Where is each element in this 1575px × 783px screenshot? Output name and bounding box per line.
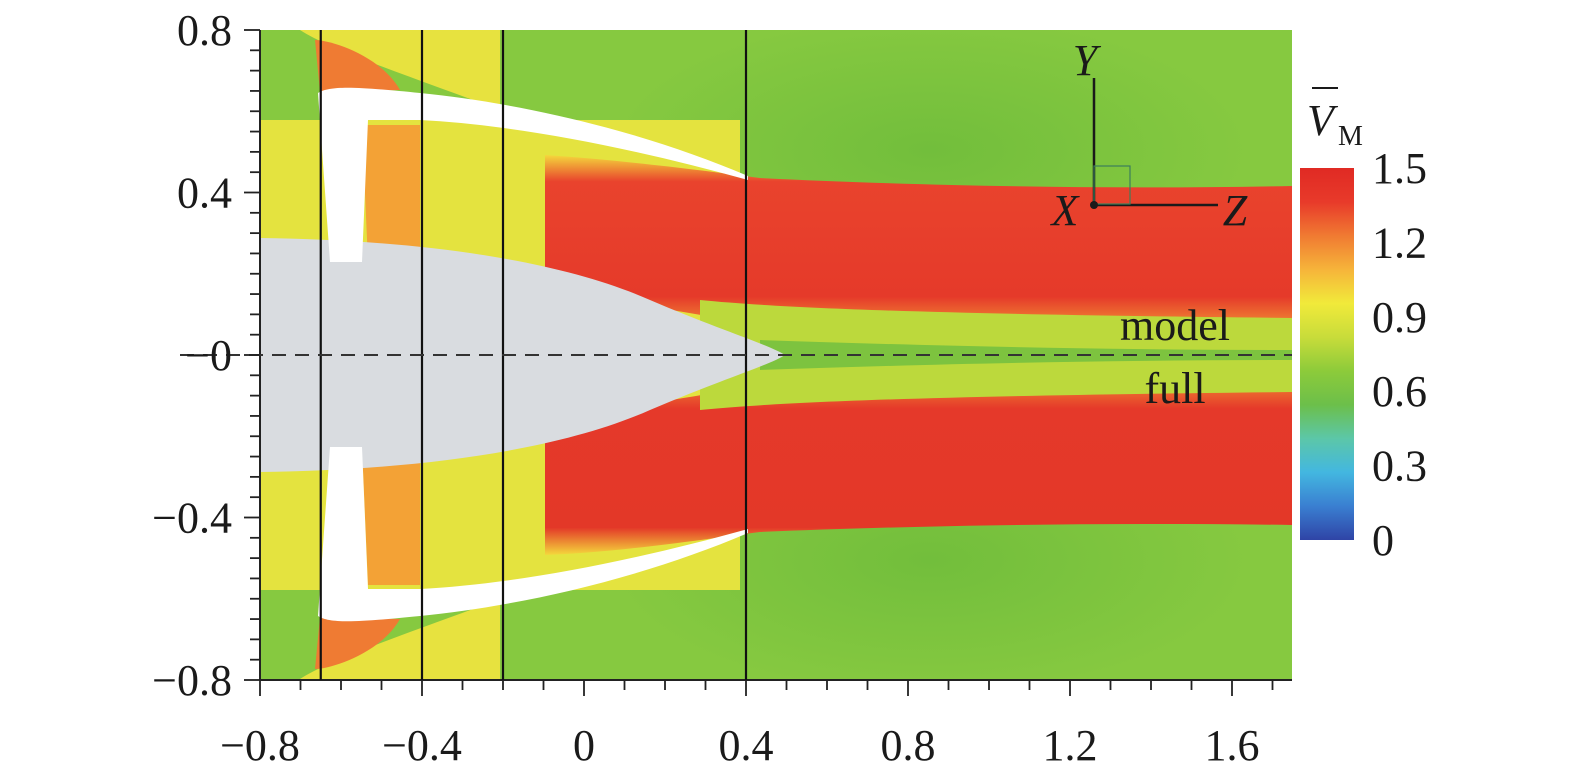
y-tick-label: −0.8 — [152, 656, 232, 705]
spinner-body — [260, 238, 785, 472]
colorbar-tick-label: 1.5 — [1372, 144, 1427, 193]
lip-acceleration-lower — [315, 617, 400, 669]
y-tick-label: −0.4 — [152, 494, 232, 543]
colorbar: V M 1.5 1.2 0.9 0.6 0.3 0 — [1300, 87, 1427, 565]
y-tick-label: −0 — [185, 331, 232, 380]
triad-origin-dot — [1090, 201, 1098, 209]
triad-origin-label: X — [1050, 186, 1081, 235]
colorbar-scale — [1300, 168, 1354, 540]
fan-face-lower — [362, 448, 420, 585]
triad-horizontal-label: Z — [1223, 186, 1248, 235]
x-tick-label: −0.4 — [382, 721, 462, 770]
x-axis: −0.8 −0.4 0 0.4 0.8 1.2 1.6 — [220, 680, 1274, 770]
y-axis: 0.8 0.4 −0 −0.4 −0.8 — [152, 6, 260, 705]
coordinate-triad: Y X Z — [1050, 36, 1248, 235]
nacelle-wall-upper — [318, 87, 748, 262]
colorbar-label: V — [1307, 96, 1339, 145]
colorbar-tick-label: 1.2 — [1372, 218, 1427, 267]
colorbar-tick-label: 0.9 — [1372, 293, 1427, 342]
colorbar-tick-label: 0 — [1372, 516, 1394, 565]
colorbar-label-subscript: M — [1338, 121, 1363, 152]
jet-plume-upper — [545, 155, 1292, 333]
upper-half-label: model — [1120, 301, 1230, 350]
contour-field — [260, 30, 1292, 679]
triad-plane-marker — [1093, 165, 1131, 205]
colorbar-tick-label: 0.6 — [1372, 367, 1427, 416]
lower-half-label: full — [1144, 364, 1205, 413]
triad-vertical-label: Y — [1073, 36, 1102, 85]
x-tick-label: 1.6 — [1205, 721, 1260, 770]
fan-face-upper — [362, 125, 420, 262]
y-tick-label: 0.4 — [177, 169, 232, 218]
centerline-low-speed — [760, 340, 1292, 370]
nacelle-wall-lower — [318, 447, 748, 622]
colorbar-tick-labels: 1.5 1.2 0.9 0.6 0.3 0 — [1372, 144, 1427, 565]
lip-acceleration-upper — [315, 40, 400, 92]
y-tick-label: 0.8 — [177, 6, 232, 55]
x-tick-label: 0.4 — [719, 721, 774, 770]
x-tick-label: −0.8 — [220, 721, 300, 770]
colorbar-tick-label: 0.3 — [1372, 442, 1427, 491]
x-tick-label: 0.8 — [881, 721, 936, 770]
x-tick-label: 0 — [573, 721, 595, 770]
jet-plume-lower — [545, 372, 1292, 555]
x-tick-label: 1.2 — [1043, 721, 1098, 770]
